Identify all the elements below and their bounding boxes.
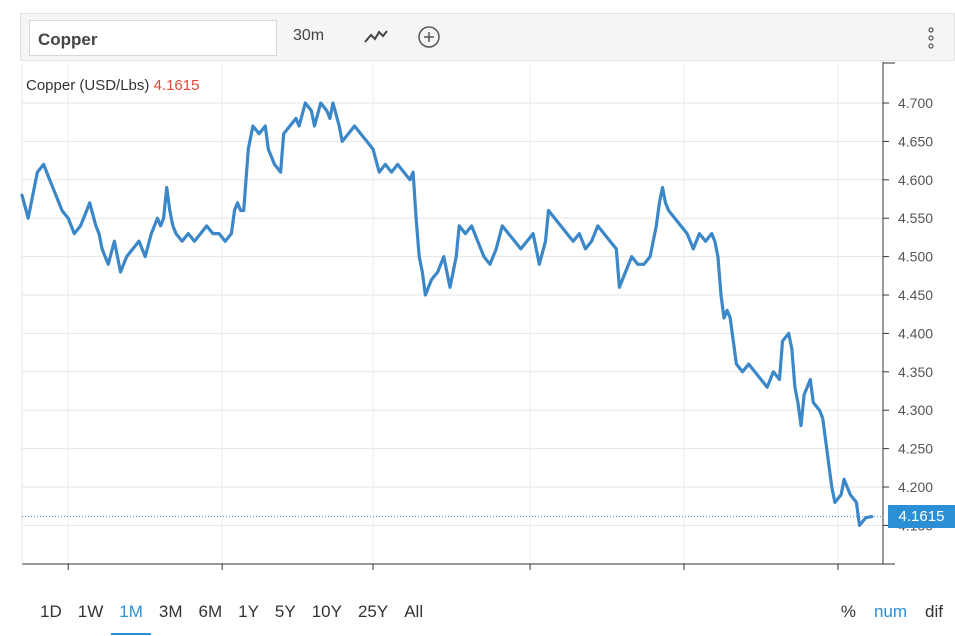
mode-button-num[interactable]: num bbox=[873, 602, 908, 621]
chart-title-text: Copper (USD/Lbs) bbox=[26, 77, 150, 94]
symbol-input[interactable]: Copper bbox=[29, 20, 277, 56]
line-chart-icon[interactable] bbox=[363, 24, 389, 50]
y-tick-label: 4.550 bbox=[898, 210, 933, 226]
mode-button-dif[interactable]: dif bbox=[925, 602, 943, 621]
range-button-10y[interactable]: 10Y bbox=[311, 602, 342, 621]
range-button-25y[interactable]: 25Y bbox=[357, 602, 389, 621]
vertical-dots-icon[interactable] bbox=[926, 26, 936, 50]
y-tick-label: 4.200 bbox=[898, 479, 933, 495]
price-series-line bbox=[20, 101, 874, 527]
range-button-5y[interactable]: 5Y bbox=[274, 602, 296, 621]
last-price-tag: 4.1615 bbox=[888, 505, 955, 528]
mode-button-percent[interactable]: % bbox=[840, 602, 856, 621]
y-tick-label: 4.400 bbox=[898, 325, 933, 341]
interval-selector[interactable]: 30m bbox=[293, 27, 325, 44]
plus-circle-icon[interactable] bbox=[416, 24, 442, 50]
mode-selector: % num dif bbox=[823, 602, 943, 622]
chart-title: Copper (USD/Lbs) 4.1615 bbox=[26, 77, 199, 94]
y-tick-label: 4.300 bbox=[898, 402, 933, 418]
chart-toolbar: Copper 30m bbox=[20, 13, 955, 61]
range-button-1m[interactable]: 1M bbox=[111, 602, 151, 635]
range-button-3m[interactable]: 3M bbox=[158, 602, 183, 621]
range-button-all[interactable]: All bbox=[404, 602, 424, 621]
y-tick-label: 4.450 bbox=[898, 287, 933, 303]
chart-last-value: 4.1615 bbox=[153, 77, 200, 94]
range-button-1d[interactable]: 1D bbox=[40, 602, 62, 621]
y-tick-label: 4.500 bbox=[898, 249, 933, 265]
y-tick-label: 4.700 bbox=[898, 95, 933, 111]
y-tick-label: 4.600 bbox=[898, 172, 933, 188]
range-button-6m[interactable]: 6M bbox=[198, 602, 223, 621]
range-button-1w[interactable]: 1W bbox=[77, 602, 104, 621]
range-selector: 1D 1W 1M 3M 6M 1Y 5Y 10Y 25Y All bbox=[40, 602, 439, 635]
y-tick-label: 4.250 bbox=[898, 441, 933, 457]
y-tick-label: 4.650 bbox=[898, 133, 933, 149]
price-chart[interactable]: 4.700 4.650 4.600 4.550 4.500 4.450 4.400 4.350… bbox=[0, 62, 955, 572]
range-button-1y[interactable]: 1Y bbox=[238, 602, 259, 621]
y-tick-label: 4.350 bbox=[898, 364, 933, 380]
